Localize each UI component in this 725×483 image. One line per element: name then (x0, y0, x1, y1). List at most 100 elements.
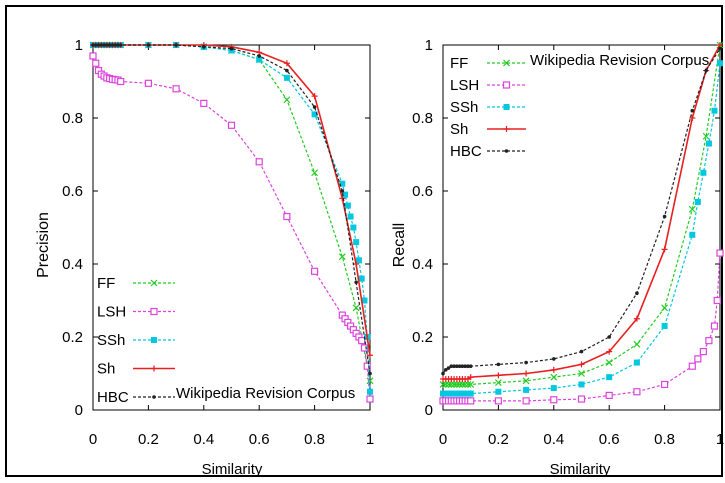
legend-marker (503, 104, 510, 110)
x-tick-label: 0.2 (488, 431, 509, 448)
data-point (694, 355, 702, 363)
data-point (662, 214, 667, 219)
data-point (661, 304, 669, 312)
data-point (577, 395, 586, 403)
legend-marker (503, 126, 510, 132)
data-point (200, 99, 208, 108)
data-point (93, 43, 98, 47)
series-sh (440, 42, 723, 382)
legend-marker (150, 307, 158, 316)
series-ff (89, 41, 374, 385)
data-point (550, 385, 557, 392)
legend-marker (151, 337, 157, 343)
data-point (606, 374, 613, 381)
series-line (93, 44, 371, 374)
data-point (694, 198, 701, 205)
legend-marker (152, 395, 156, 399)
y-tick-label: 0 (425, 402, 433, 419)
legend-label: Sh (97, 361, 115, 378)
series-ff (439, 41, 724, 388)
legend-label: FF (450, 55, 468, 72)
data-point (718, 46, 722, 51)
data-point (578, 361, 585, 368)
legend-label: HBC (97, 389, 129, 406)
recall-xlabel: Similarity (550, 461, 611, 478)
data-point (523, 386, 530, 393)
y-tick-label: 0.4 (62, 256, 83, 273)
data-point (522, 377, 530, 385)
series-line (93, 44, 371, 356)
legend-label: LSH (450, 77, 479, 94)
figure-border (5, 5, 723, 477)
data-point (460, 364, 465, 369)
data-point (89, 52, 97, 60)
data-point (255, 158, 263, 166)
data-point (363, 362, 371, 370)
precision-chart: 0 0.2 0.4 0.6 0.8 1 0 0.2 0.4 0.6 0.8 1 FF LSH SSh Sh HB… (62, 37, 374, 448)
data-point (443, 368, 448, 372)
data-point (283, 96, 291, 104)
data-point (467, 390, 474, 397)
data-point (523, 370, 530, 377)
data-point (700, 169, 707, 176)
series-line (93, 44, 371, 381)
data-point (367, 388, 373, 395)
data-point (605, 359, 613, 366)
data-point (461, 381, 469, 388)
data-point (110, 43, 115, 47)
y-tick-label: 0.8 (412, 110, 433, 127)
data-point (689, 231, 696, 238)
data-point (453, 381, 461, 388)
data-point (283, 60, 290, 67)
data-point (467, 374, 474, 381)
data-point (468, 364, 473, 369)
data-point (635, 291, 639, 296)
y-tick-label: 0 (75, 402, 83, 419)
data-point (660, 380, 669, 389)
series-hbc (441, 46, 722, 376)
plot-frame (442, 44, 721, 411)
data-point (312, 105, 317, 109)
data-point (713, 296, 721, 305)
data-point (174, 43, 178, 47)
data-point (118, 43, 123, 47)
x-tick-label: 1 (366, 431, 374, 448)
precision-annotation: Wikipedia Revision Corpus (176, 385, 355, 402)
y-tick-label: 0.6 (62, 183, 83, 200)
y-tick-label: 0.6 (412, 183, 433, 200)
series-line (442, 48, 721, 374)
data-point (445, 381, 452, 388)
data-point (450, 381, 458, 388)
data-point (283, 212, 291, 221)
data-point (172, 85, 180, 93)
series-lsh (89, 52, 374, 403)
data-point (607, 335, 611, 339)
x-tick-label: 0.8 (304, 431, 325, 448)
data-point (144, 79, 152, 87)
data-point (344, 202, 351, 209)
data-point (354, 280, 358, 285)
data-point (524, 360, 528, 365)
data-point (361, 297, 368, 304)
x-tick-label: 0.4 (543, 431, 564, 448)
data-point (579, 349, 584, 354)
data-point (467, 397, 475, 405)
data-point (116, 43, 120, 47)
data-point (550, 396, 558, 404)
data-point (355, 257, 362, 264)
data-point (711, 107, 718, 114)
y-tick-label: 1 (425, 37, 433, 54)
data-point (466, 364, 470, 369)
data-point (633, 315, 640, 322)
data-point (552, 357, 556, 361)
data-point (105, 43, 109, 47)
data-point (342, 191, 349, 198)
data-point (452, 364, 456, 369)
data-point (705, 337, 713, 345)
x-tick-label: 0.8 (654, 431, 675, 448)
data-point (458, 381, 466, 388)
data-point (455, 364, 459, 369)
data-point (456, 381, 464, 388)
legend-marker (504, 149, 509, 153)
